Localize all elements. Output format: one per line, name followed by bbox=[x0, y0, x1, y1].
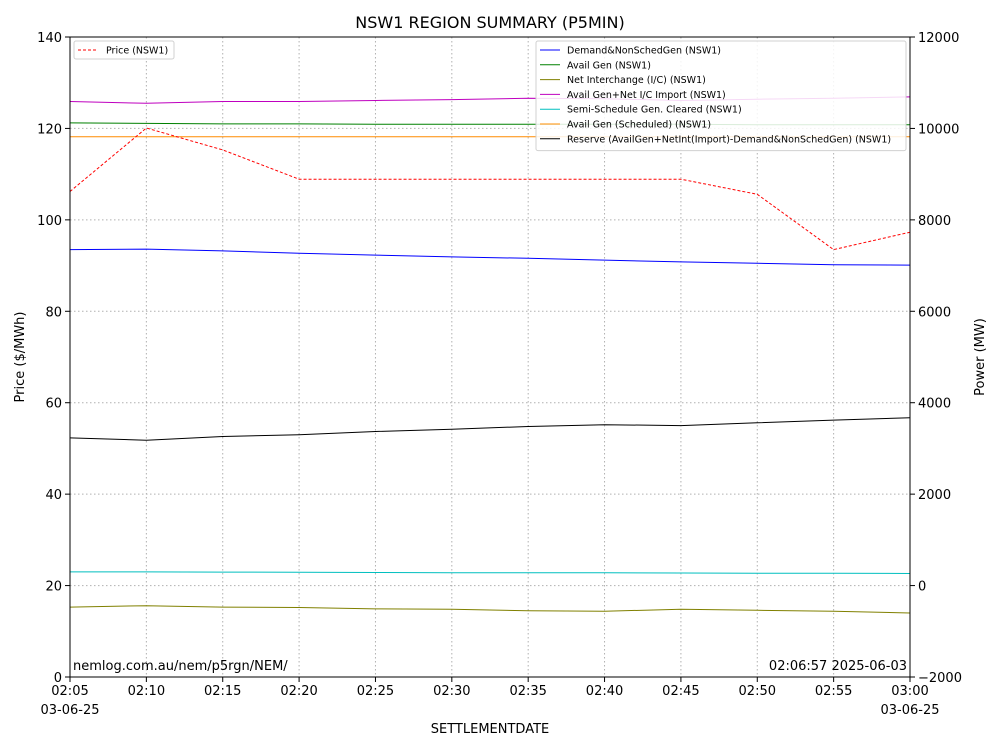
legend-right-label: Demand&NonSchedGen (NSW1) bbox=[567, 46, 721, 57]
y-right-tick-label: 4000 bbox=[918, 397, 951, 412]
legend-left-box bbox=[73, 40, 175, 60]
y-axis-right-label: Power (MW) bbox=[973, 318, 988, 396]
series-line-right-0 bbox=[69, 248, 911, 266]
y-left-tick-label: 60 bbox=[45, 397, 62, 412]
y-left-tick-label: 140 bbox=[37, 31, 62, 46]
y-right-tick-label: −2000 bbox=[918, 671, 962, 686]
legend-right-box bbox=[535, 40, 907, 152]
y-right-tick-label: 8000 bbox=[918, 214, 951, 229]
source-annotation: nemlog.com.au/nem/p5rgn/NEM/ bbox=[73, 659, 288, 674]
y-left-tick-label: 80 bbox=[45, 305, 62, 320]
y-left-tick-label: 100 bbox=[37, 214, 62, 229]
x-tick-label: 02:10 bbox=[128, 684, 165, 699]
x-tick-label: 02:50 bbox=[739, 684, 776, 699]
x-tick-label: 02:30 bbox=[433, 684, 470, 699]
x-tick-label: 02:55 bbox=[815, 684, 852, 699]
y-right-tick-label: 6000 bbox=[918, 305, 951, 320]
legend-right-label: Avail Gen (NSW1) bbox=[567, 60, 651, 71]
legend-left-label: Price (NSW1) bbox=[106, 46, 168, 57]
x-tick-label: 02:25 bbox=[357, 684, 394, 699]
x-axis-label: SETTLEMENTDATE bbox=[431, 722, 550, 737]
y-right-tick-label: 0 bbox=[918, 580, 926, 595]
series-line-right-2 bbox=[69, 605, 911, 614]
series-layer bbox=[69, 96, 911, 614]
x-tick-label: 02:45 bbox=[662, 684, 699, 699]
legend-left: Price (NSW1) bbox=[73, 40, 175, 60]
y-left-tick-label: 20 bbox=[45, 580, 62, 595]
x-tick-label: 02:05 bbox=[51, 684, 88, 699]
legend-right-label: Avail Gen+Net I/C Import (NSW1) bbox=[567, 90, 726, 101]
ticks-layer: 02:05 02:10 02:15 02:20 02:25 02:30 02:35 02:40… bbox=[37, 31, 962, 699]
x-date-left: 03-06-25 bbox=[40, 703, 99, 718]
timestamp-annotation: 02:06:57 2025-06-03 bbox=[769, 659, 907, 674]
y-right-tick-label: 12000 bbox=[918, 31, 959, 46]
legend-right: Demand&NonSchedGen (NSW1) Avail Gen (NSW1… bbox=[535, 40, 907, 152]
y-left-tick-label: 0 bbox=[54, 671, 62, 686]
x-tick-label: 02:15 bbox=[204, 684, 241, 699]
y-left-tick-label: 40 bbox=[45, 488, 62, 503]
x-tick-label: 03:00 bbox=[891, 684, 928, 699]
y-axis-left-label: Price ($/MWh) bbox=[13, 312, 28, 403]
chart-title: NSW1 REGION SUMMARY (P5MIN) bbox=[355, 13, 624, 32]
y-left-tick-label: 120 bbox=[37, 122, 62, 137]
series-line-left-0 bbox=[69, 127, 911, 251]
x-tick-label: 02:20 bbox=[280, 684, 317, 699]
series-line-right-6 bbox=[69, 417, 911, 441]
legend-right-label: Net Interchange (I/C) (NSW1) bbox=[567, 75, 706, 86]
legend-right-label: Avail Gen (Scheduled) (NSW1) bbox=[567, 120, 711, 131]
legend-right-label: Semi-Schedule Gen. Cleared (NSW1) bbox=[567, 105, 742, 116]
grid bbox=[69, 36, 911, 678]
x-tick-label: 02:35 bbox=[509, 684, 546, 699]
series-line-right-4 bbox=[70, 571, 911, 574]
plot-frame bbox=[69, 36, 911, 678]
y-right-tick-label: 2000 bbox=[918, 488, 951, 503]
x-date-right: 03-06-25 bbox=[880, 703, 939, 718]
legend-right-label: Reserve (AvailGen+NetInt(Import)-Demand&… bbox=[567, 134, 891, 145]
y-right-tick-label: 10000 bbox=[918, 122, 959, 137]
x-tick-label: 02:40 bbox=[586, 684, 623, 699]
